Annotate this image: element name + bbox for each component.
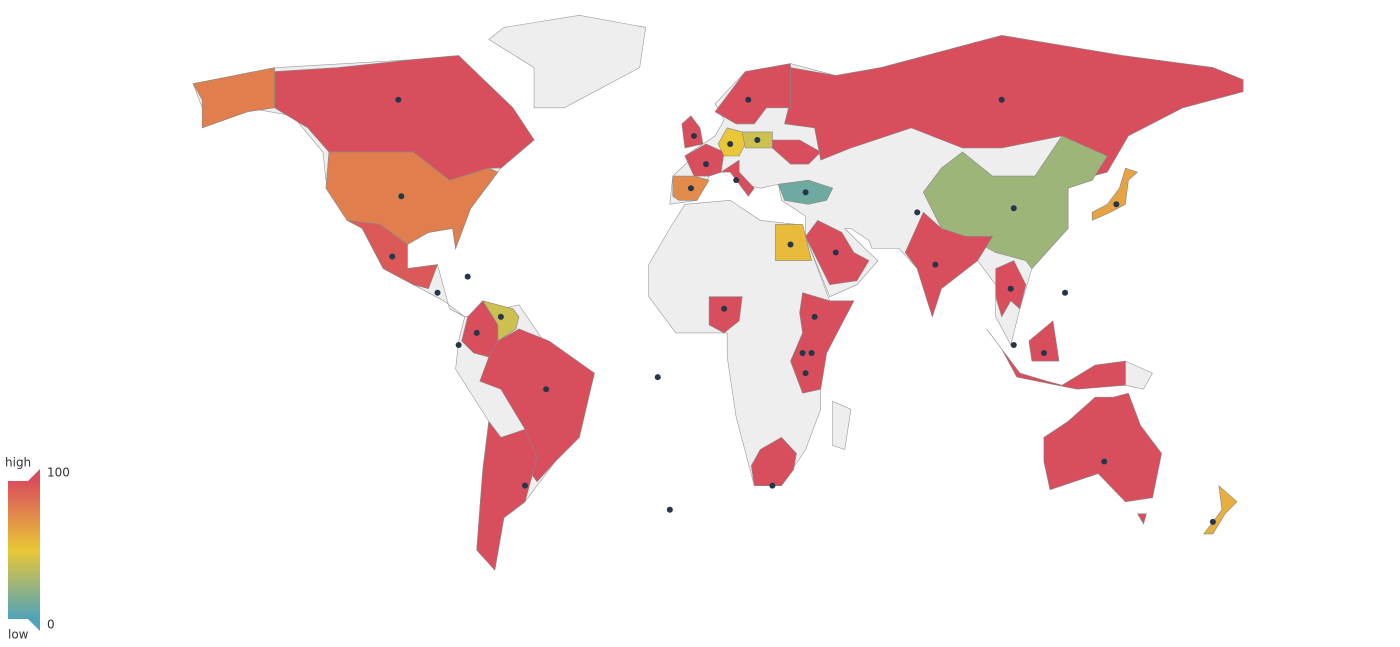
point xyxy=(1113,201,1120,208)
point xyxy=(654,374,661,381)
point xyxy=(811,313,818,320)
legend-handle xyxy=(28,469,40,481)
point xyxy=(497,313,504,320)
region xyxy=(1091,167,1139,221)
point xyxy=(932,261,939,268)
point xyxy=(455,341,462,348)
land xyxy=(832,400,852,450)
region xyxy=(476,420,538,571)
point xyxy=(389,253,396,260)
legend-handle xyxy=(28,619,40,631)
region xyxy=(986,328,1126,390)
legend-low: low xyxy=(8,628,29,642)
point xyxy=(398,193,405,200)
point xyxy=(690,132,697,139)
point xyxy=(733,177,740,184)
region xyxy=(708,296,743,334)
region xyxy=(1203,484,1238,535)
point xyxy=(727,140,734,147)
points xyxy=(389,96,1216,525)
region xyxy=(192,67,275,129)
region xyxy=(714,63,791,125)
legend-high: high xyxy=(5,456,31,470)
point xyxy=(1209,518,1216,525)
point xyxy=(687,185,694,192)
point xyxy=(802,189,809,196)
point xyxy=(395,96,402,103)
region xyxy=(775,224,812,261)
point xyxy=(434,289,441,296)
region xyxy=(750,437,797,487)
point xyxy=(745,96,752,103)
point xyxy=(914,209,921,216)
region xyxy=(904,211,994,318)
point xyxy=(1010,341,1017,348)
region xyxy=(772,139,822,165)
legend-bar xyxy=(8,481,40,619)
point xyxy=(769,482,776,489)
point xyxy=(1040,350,1047,357)
legend-min: 0 xyxy=(47,618,55,632)
point xyxy=(808,350,815,357)
region xyxy=(790,292,855,394)
region xyxy=(1028,320,1060,362)
region xyxy=(482,300,520,342)
region xyxy=(274,55,535,181)
point xyxy=(464,273,471,280)
point xyxy=(1010,205,1017,212)
point xyxy=(721,305,728,312)
region xyxy=(681,115,704,149)
legend-max: 100 xyxy=(47,466,70,480)
region xyxy=(1043,392,1162,503)
point xyxy=(522,482,529,489)
land xyxy=(488,14,647,109)
point xyxy=(799,350,806,357)
regions xyxy=(192,35,1244,571)
region xyxy=(1136,513,1147,525)
point xyxy=(787,241,794,248)
point xyxy=(754,136,761,143)
visual-map: high 100 0 low xyxy=(5,456,70,642)
point xyxy=(1101,458,1108,465)
region xyxy=(784,35,1244,177)
point xyxy=(832,249,839,256)
land xyxy=(1125,360,1153,390)
point xyxy=(703,161,710,168)
point xyxy=(543,386,550,393)
point xyxy=(802,370,809,377)
point xyxy=(998,96,1005,103)
point xyxy=(666,506,673,513)
point xyxy=(473,329,480,336)
point xyxy=(1007,285,1014,292)
point xyxy=(1062,289,1069,296)
